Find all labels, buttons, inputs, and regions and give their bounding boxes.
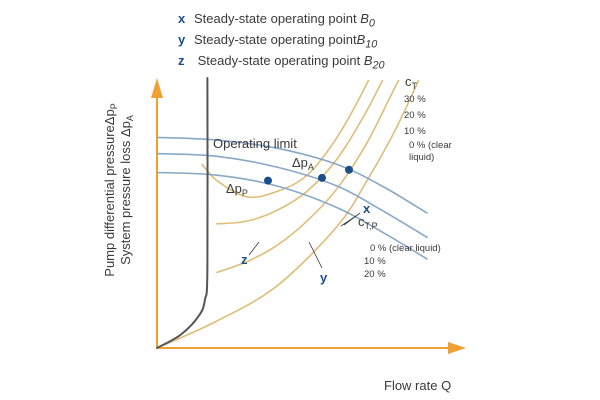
point-label-x: x bbox=[363, 201, 371, 216]
system-series-label: 30 % bbox=[404, 94, 426, 105]
legend-subscript: 0 bbox=[368, 17, 375, 30]
operating-limit-line bbox=[156, 77, 209, 349]
system-curves bbox=[157, 80, 420, 349]
legend: x Steady-state operating point B0 y Steady… bbox=[178, 8, 478, 72]
legend-subscript: 10 bbox=[365, 38, 378, 51]
legend-key: x bbox=[178, 11, 186, 26]
leader-z bbox=[248, 241, 260, 256]
system-series-label: 20 % bbox=[404, 110, 426, 121]
pump-curve-line bbox=[157, 136, 428, 214]
legend-key: z bbox=[178, 53, 185, 68]
legend-symbol: B bbox=[363, 53, 373, 68]
legend-text: Steady-state operating point bbox=[194, 53, 364, 68]
operating-point-marker bbox=[318, 173, 326, 182]
legend-symbol: B bbox=[356, 32, 366, 47]
point-label-z: z bbox=[241, 252, 248, 267]
legend-subscript: 20 bbox=[372, 59, 385, 72]
legend-symbol: B bbox=[360, 11, 369, 26]
pump-series-label: 0 % (clear liquid) bbox=[370, 243, 441, 254]
system-series-label-text: 0 % (clear liquid) bbox=[409, 140, 452, 163]
y-axis-label-2: System pressure loss ΔpA bbox=[118, 115, 135, 265]
operating-points bbox=[264, 165, 353, 185]
legend-item-y: y Steady-state operating pointB10 bbox=[178, 29, 478, 51]
point-label-y: y bbox=[320, 270, 328, 285]
pump-curves bbox=[157, 136, 428, 260]
y-axis-arrow bbox=[151, 78, 163, 98]
system-series-label-clear: 0 % (clear liquid) bbox=[409, 140, 452, 163]
operating-limit-label: Operating limit bbox=[213, 136, 297, 151]
operating-limit-curve bbox=[156, 77, 209, 349]
pump-curve-label: ΔpP bbox=[226, 181, 248, 198]
x-axis-label: Flow rate Q bbox=[384, 378, 451, 393]
pump-concentration-header: cT,P bbox=[358, 214, 378, 231]
y-axis-label-1: Pump differential pressureΔpP bbox=[102, 103, 119, 276]
legend-item-z: z Steady-state operating point B20 bbox=[178, 50, 478, 72]
system-curve-line bbox=[216, 80, 400, 274]
pump-series-label: 10 % bbox=[364, 256, 386, 267]
legend-item-x: x Steady-state operating point B0 bbox=[178, 8, 478, 30]
legend-text: Steady-state operating point bbox=[194, 11, 361, 26]
system-curve-line bbox=[157, 80, 420, 349]
pump-curve-line bbox=[157, 152, 428, 239]
operating-point-marker bbox=[345, 165, 353, 174]
system-concentration-header: cT bbox=[405, 74, 418, 91]
leader-y bbox=[308, 241, 323, 269]
x-axis-arrow bbox=[448, 342, 466, 354]
legend-text: Steady-state operating point bbox=[194, 32, 357, 47]
operating-point-marker bbox=[264, 176, 272, 185]
leader-x bbox=[343, 212, 361, 226]
pump-series-label: 20 % bbox=[364, 269, 386, 280]
system-curve-label: ΔpA bbox=[292, 155, 314, 172]
pump-curve-line bbox=[157, 171, 428, 260]
system-curve-line bbox=[201, 80, 370, 199]
operating-point-leaders bbox=[248, 212, 361, 269]
system-series-label: 10 % bbox=[404, 126, 426, 137]
legend-key: y bbox=[178, 32, 186, 47]
